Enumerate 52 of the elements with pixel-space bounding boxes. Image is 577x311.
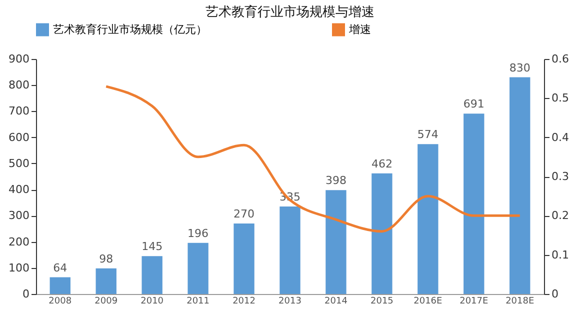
data-label: 574	[417, 128, 438, 142]
bar	[372, 173, 392, 294]
y-tick-label: 500	[8, 156, 30, 170]
y2-tick-label: 0	[552, 288, 558, 300]
y2-tick-label: 0.6	[552, 52, 569, 66]
y-tick-label: 100	[8, 261, 30, 274]
y2-tick-label: 0.5	[552, 92, 569, 105]
y-tick-label: 400	[8, 183, 30, 196]
y-tick-label: 900	[8, 52, 30, 66]
y-tick-label: 300	[8, 209, 30, 222]
chart-title: 艺术教育行业市场规模与增速	[206, 4, 374, 20]
bar	[188, 242, 208, 294]
x-tick-label: 2014	[324, 296, 348, 306]
bar	[96, 268, 116, 294]
data-label: 64	[53, 261, 68, 274]
x-tick-label: 2012	[232, 296, 256, 306]
bar	[50, 277, 70, 294]
data-label: 691	[463, 98, 484, 111]
bar	[510, 77, 530, 294]
y-tick-label: 800	[8, 78, 30, 92]
y-tick-label: 600	[8, 130, 30, 144]
y-tick-label: 0	[22, 288, 30, 300]
x-tick-label: 2016E	[414, 296, 443, 306]
y2-tick-label: 0.3	[552, 170, 569, 183]
bar	[142, 256, 162, 294]
data-label: 145	[142, 240, 163, 254]
bar	[326, 190, 346, 294]
bar	[418, 144, 438, 294]
y2-tick-label: 0.1	[552, 248, 569, 262]
data-label: 196	[188, 226, 209, 240]
x-tick-label: 2009	[94, 296, 118, 306]
bar	[234, 224, 254, 294]
bar	[280, 206, 300, 294]
legend-label: 增速	[348, 22, 371, 36]
legend-label: 艺术教育行业市场规模（亿元）	[53, 22, 207, 36]
x-tick-label: 2010	[140, 296, 164, 306]
y2-tick-label: 0.4	[552, 130, 569, 144]
x-tick-label: 2015	[370, 296, 394, 306]
y2-tick-label: 0.2	[552, 209, 569, 222]
x-tick-label: 2011	[186, 296, 210, 306]
data-label: 98	[99, 252, 114, 266]
x-tick-label: 2018E	[506, 296, 534, 306]
y-tick-label: 200	[8, 235, 30, 248]
data-label: 270	[234, 208, 255, 220]
data-label: 830	[509, 61, 530, 74]
data-label: 462	[371, 157, 392, 170]
bar	[464, 114, 484, 294]
x-tick-label: 2008	[48, 296, 72, 306]
y-tick-label: 700	[8, 104, 30, 118]
x-tick-label: 2017E	[460, 296, 488, 306]
data-label: 398	[325, 174, 346, 188]
x-tick-label: 2013	[278, 296, 302, 306]
